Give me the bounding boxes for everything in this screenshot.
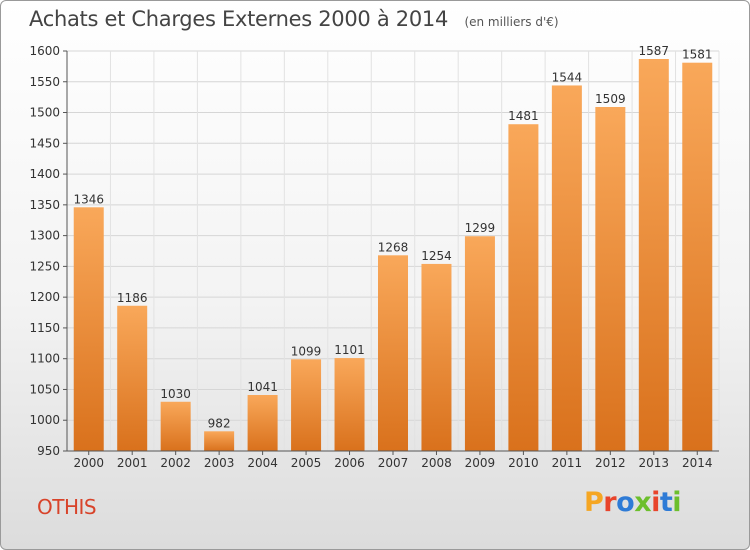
bar [682,62,713,451]
y-tick-label: 1400 [29,167,60,181]
bar [464,236,495,451]
bar [421,263,452,451]
bar-value-label: 1509 [595,92,626,106]
proxiti-logo: Proxiti [584,487,682,518]
y-tick-label: 1500 [29,106,60,120]
y-tick-label: 1300 [29,229,60,243]
bar [334,358,365,451]
bar-value-label: 1299 [465,221,496,235]
logo-letter: r [603,487,617,518]
bar [638,59,669,451]
x-tick-label: 2013 [639,456,670,470]
y-tick-label: 1250 [29,259,60,273]
y-tick-label: 950 [37,444,60,458]
chart-title: Achats et Charges Externes 2000 à 2014 [29,7,449,31]
chart-title-block: Achats et Charges Externes 2000 à 2014 (… [29,7,559,31]
y-tick-label: 1100 [29,352,60,366]
y-tick-label: 1350 [29,198,60,212]
logo-letter: i [672,487,682,518]
x-tick-label: 2005 [291,456,322,470]
bar [291,359,322,451]
bars [73,59,713,451]
y-tick-label: 1450 [29,136,60,150]
value-labels: 1346 1186 1030 982 1041 1099 1101 1268 1254 1299 1… [73,44,712,430]
logo-letter: i [651,487,660,518]
x-tick-label: 2010 [508,456,539,470]
x-tick-label: 2008 [421,456,452,470]
axes: 950 1000 1050 1100 1150 1200 1250 1300 1350 1400 1… [29,44,719,470]
y-tick-label: 1200 [29,290,60,304]
bar-value-label: 1101 [334,343,365,357]
bar [117,305,148,451]
logo-letter: P [584,487,604,518]
commune-name: OTHIS [37,495,97,519]
bar [160,401,191,451]
y-tick-label: 1050 [29,382,60,396]
x-tick-label: 2007 [378,456,409,470]
chart-subtitle: (en milliers d'€) [464,15,559,29]
bar [247,395,278,451]
bar-value-label: 1099 [291,344,322,358]
bar-value-label: 1254 [421,249,452,263]
bar-value-label: 1346 [73,192,104,206]
bar [378,255,408,451]
y-tick-label: 1000 [29,413,60,427]
logo-letter: x [634,487,652,518]
bar [508,124,539,451]
bar [204,431,235,451]
x-tick-label: 2009 [465,456,496,470]
x-tick-label: 2004 [247,456,278,470]
logo-letter: t [659,487,673,518]
y-tick-label: 1550 [29,75,60,89]
x-tick-label: 2003 [204,456,235,470]
x-tick-label: 2001 [117,456,148,470]
bar-value-label: 1030 [160,387,191,401]
x-tick-label: 2002 [160,456,191,470]
bar [595,107,626,451]
bar-value-label: 1041 [247,380,278,394]
x-tick-label: 2012 [595,456,626,470]
x-tick-label: 2006 [334,456,365,470]
bar-value-label: 1481 [508,109,539,123]
bar-value-label: 982 [208,416,231,430]
bar-value-label: 1268 [378,240,409,254]
bar-value-label: 1544 [552,70,583,84]
bar-value-label: 1581 [682,48,713,62]
bar [551,85,582,451]
y-tick-label: 1150 [29,321,60,335]
x-tick-label: 2014 [682,456,713,470]
logo-letter: o [616,487,635,518]
bar [73,207,104,451]
bar-value-label: 1587 [639,44,670,58]
x-tick-label: 2000 [73,456,104,470]
bar-value-label: 1186 [117,291,148,305]
y-tick-label: 1600 [29,44,60,58]
x-tick-label: 2011 [552,456,583,470]
